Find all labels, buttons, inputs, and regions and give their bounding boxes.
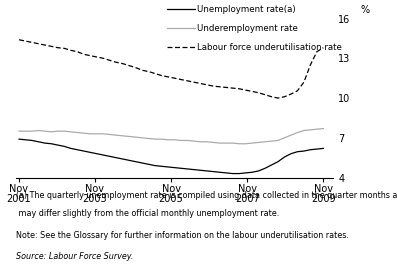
Text: (a) The quarterly unemployment rate is compiled using data collected in the quar: (a) The quarterly unemployment rate is c… — [16, 191, 397, 200]
Text: Labour force underutilisation rate: Labour force underutilisation rate — [197, 43, 341, 52]
Text: Source: Labour Force Survey.: Source: Labour Force Survey. — [16, 252, 133, 261]
Text: Note: See the Glossary for further information on the labour underutilisation ra: Note: See the Glossary for further infor… — [16, 231, 349, 240]
Text: %: % — [361, 5, 370, 15]
Text: Underemployment rate: Underemployment rate — [197, 24, 297, 33]
Text: may differ slightly from the official monthly unemployment rate.: may differ slightly from the official mo… — [16, 209, 279, 218]
Text: Unemployment rate(a): Unemployment rate(a) — [197, 5, 295, 14]
